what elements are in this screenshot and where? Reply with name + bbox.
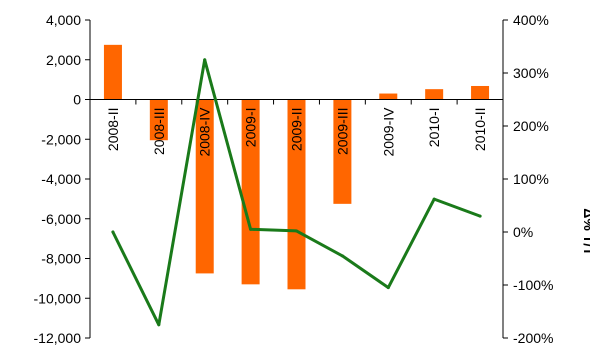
category-labels: 2008-II 2008-III 2008-IV 2009-I 2009-II 2009-… — [105, 107, 488, 157]
bar — [149, 99, 168, 141]
right-tick-label: 300% — [513, 65, 549, 81]
left-tick-label: -12,000 — [34, 330, 82, 345]
line-point — [386, 286, 390, 290]
line-point — [111, 230, 115, 234]
bar — [195, 99, 214, 274]
category-label: 2008-II — [105, 108, 121, 152]
right-axis-title: Δ% T/T — [581, 208, 590, 256]
left-tick-label: -2,000 — [41, 131, 81, 147]
line-point — [203, 58, 207, 62]
bar — [333, 99, 352, 204]
bar-series — [103, 44, 490, 290]
left-tick-label: -10,000 — [34, 290, 82, 306]
category-label: 2008-IV — [197, 107, 213, 157]
bar — [241, 99, 260, 285]
line-point — [340, 254, 344, 258]
right-tick-label: -100% — [513, 277, 553, 293]
right-tick-label: 0% — [513, 224, 533, 240]
left-tick-label: -4,000 — [41, 171, 81, 187]
left-tick-label: 4,000 — [46, 12, 81, 28]
line-point — [478, 214, 482, 218]
category-label: 2009-II — [289, 108, 305, 152]
category-label: 2010-I — [426, 108, 442, 148]
left-tick-label: -8,000 — [41, 251, 81, 267]
bar — [471, 85, 490, 100]
category-label: 2009-IV — [380, 107, 396, 157]
bar — [287, 99, 306, 290]
line-point — [295, 229, 298, 233]
axes: 4,000 2,000 0 -2,000 -4,000 -6,000 -8,000 -10,0… — [34, 12, 554, 345]
category-label: 2010-II — [472, 108, 488, 152]
line-point — [432, 197, 436, 201]
category-label: 2009-I — [243, 108, 259, 148]
category-label: 2008-III — [151, 108, 167, 155]
bar — [425, 89, 444, 100]
line-point — [249, 227, 253, 231]
left-tick-label: -6,000 — [41, 211, 81, 227]
bar — [103, 44, 122, 100]
right-tick-label: 100% — [513, 171, 549, 187]
right-tick-label: 400% — [513, 12, 549, 28]
line-point — [157, 323, 161, 327]
right-tick-label: 200% — [513, 118, 549, 134]
category-label: 2009-III — [334, 108, 350, 155]
right-tick-label: -200% — [513, 330, 553, 345]
bar — [379, 93, 398, 100]
left-tick-label: 2,000 — [46, 52, 81, 68]
left-tick-label: 0 — [73, 92, 81, 108]
line-series — [111, 58, 482, 327]
